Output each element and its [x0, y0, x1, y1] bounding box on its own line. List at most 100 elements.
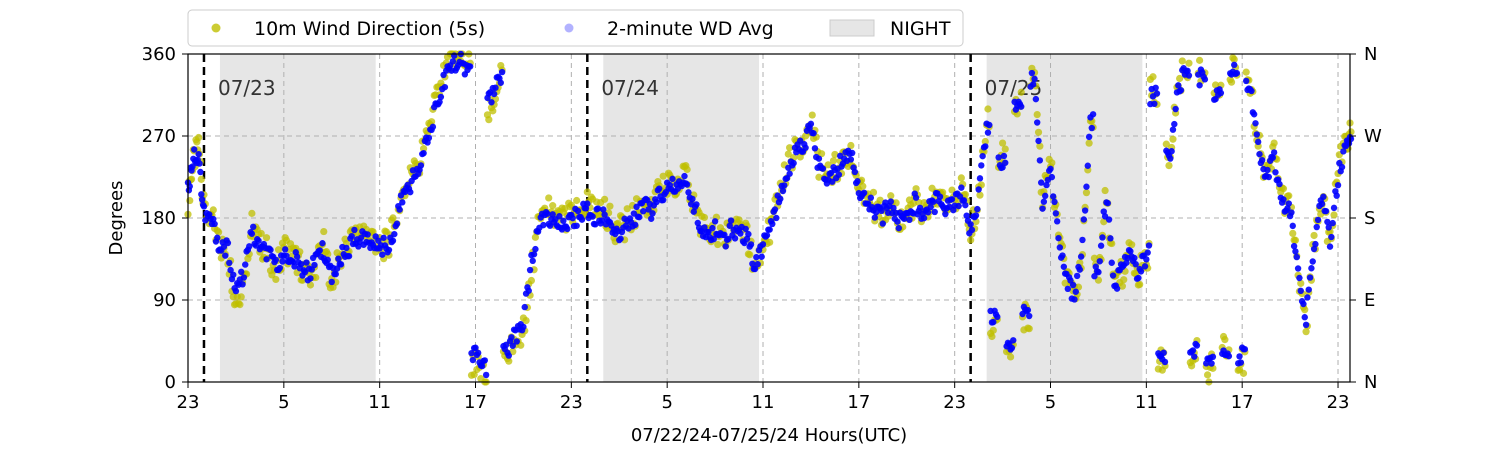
data-point: [1089, 111, 1097, 118]
data-point: [1136, 280, 1144, 289]
data-point: [976, 175, 984, 182]
data-point: [196, 160, 203, 167]
data-point: [427, 118, 436, 126]
data-point: [819, 165, 827, 172]
data-point: [1152, 84, 1159, 92]
data-point: [1302, 321, 1310, 329]
data-point: [810, 130, 817, 137]
data-point: [1325, 224, 1332, 231]
data-point: [802, 144, 809, 151]
data-point: [1083, 183, 1090, 190]
data-point: [786, 144, 794, 152]
data-point: [1185, 72, 1193, 79]
data-point: [380, 234, 387, 241]
data-point: [1301, 314, 1308, 321]
data-point: [1301, 306, 1309, 314]
data-point: [1030, 81, 1037, 88]
day-label: 07/23: [218, 76, 276, 100]
data-point: [1309, 258, 1316, 265]
data-point: [1177, 87, 1185, 94]
data-point: [871, 214, 879, 221]
data-point: [1081, 207, 1089, 214]
data-point: [312, 273, 320, 282]
data-point: [1293, 253, 1300, 261]
data-point: [1135, 274, 1142, 282]
data-point: [281, 246, 289, 253]
data-point: [242, 261, 249, 268]
data-point: [1306, 274, 1314, 281]
data-point: [887, 192, 895, 200]
right-tick-label: W: [1364, 126, 1382, 147]
data-point: [1120, 276, 1128, 284]
data-point: [1347, 135, 1355, 143]
data-point: [948, 196, 956, 203]
x-tick-label: 17: [847, 392, 870, 413]
data-point: [990, 318, 997, 326]
data-point: [710, 235, 717, 243]
data-point: [1310, 231, 1318, 240]
data-point: [1056, 244, 1064, 251]
x-tick-label: 5: [1045, 392, 1056, 413]
data-point: [1272, 169, 1279, 176]
data-point: [872, 209, 880, 216]
data-point: [976, 191, 984, 199]
data-point: [645, 206, 652, 213]
data-point: [1048, 159, 1056, 167]
data-point: [737, 230, 744, 237]
data-point: [968, 226, 976, 234]
data-point: [777, 195, 784, 203]
right-tick-label: N: [1364, 372, 1377, 393]
data-point: [226, 259, 233, 267]
data-point: [1059, 252, 1066, 259]
data-point: [197, 168, 204, 176]
data-point: [1338, 163, 1346, 171]
data-point: [640, 208, 647, 215]
data-point: [556, 213, 563, 220]
data-point: [1053, 218, 1061, 225]
data-point: [1276, 180, 1283, 188]
data-point: [895, 224, 902, 232]
data-point: [1025, 325, 1033, 333]
data-point: [1036, 157, 1044, 164]
day-marker-group: 07/23 07/24 07/25: [202, 54, 1042, 382]
data-point: [357, 234, 365, 241]
data-point: [636, 213, 643, 221]
data-point: [912, 194, 920, 201]
data-point: [441, 83, 449, 91]
data-point: [569, 214, 576, 222]
data-point: [1079, 236, 1086, 244]
data-point: [1326, 243, 1334, 250]
data-point: [417, 162, 425, 169]
data-point: [1191, 353, 1198, 360]
data-point: [714, 240, 722, 249]
data-point: [1291, 236, 1300, 244]
data-point: [779, 187, 787, 195]
data-point: [574, 207, 582, 215]
data-point: [1088, 124, 1095, 132]
data-point: [320, 227, 328, 236]
data-point: [1024, 306, 1032, 314]
legend-patch: [829, 19, 875, 37]
legend-label: 2-minute WD Avg: [607, 18, 774, 40]
data-point: [389, 214, 397, 222]
data-point: [786, 170, 793, 177]
data-point: [1153, 90, 1161, 97]
data-point: [437, 93, 445, 101]
data-point: [1233, 69, 1241, 77]
series-wd-2min-avg: [184, 50, 1355, 379]
data-point: [1169, 126, 1177, 133]
data-point: [531, 233, 540, 241]
data-point: [481, 357, 489, 364]
data-point: [1289, 222, 1296, 230]
data-point: [351, 226, 358, 234]
data-point: [958, 184, 965, 191]
data-point: [659, 172, 667, 180]
data-point: [1308, 265, 1315, 272]
data-point: [238, 268, 245, 276]
data-point: [731, 235, 739, 242]
data-point: [751, 265, 759, 273]
data-point: [540, 221, 547, 229]
data-point: [248, 209, 256, 217]
data-point: [1145, 242, 1153, 249]
data-point: [391, 230, 398, 238]
